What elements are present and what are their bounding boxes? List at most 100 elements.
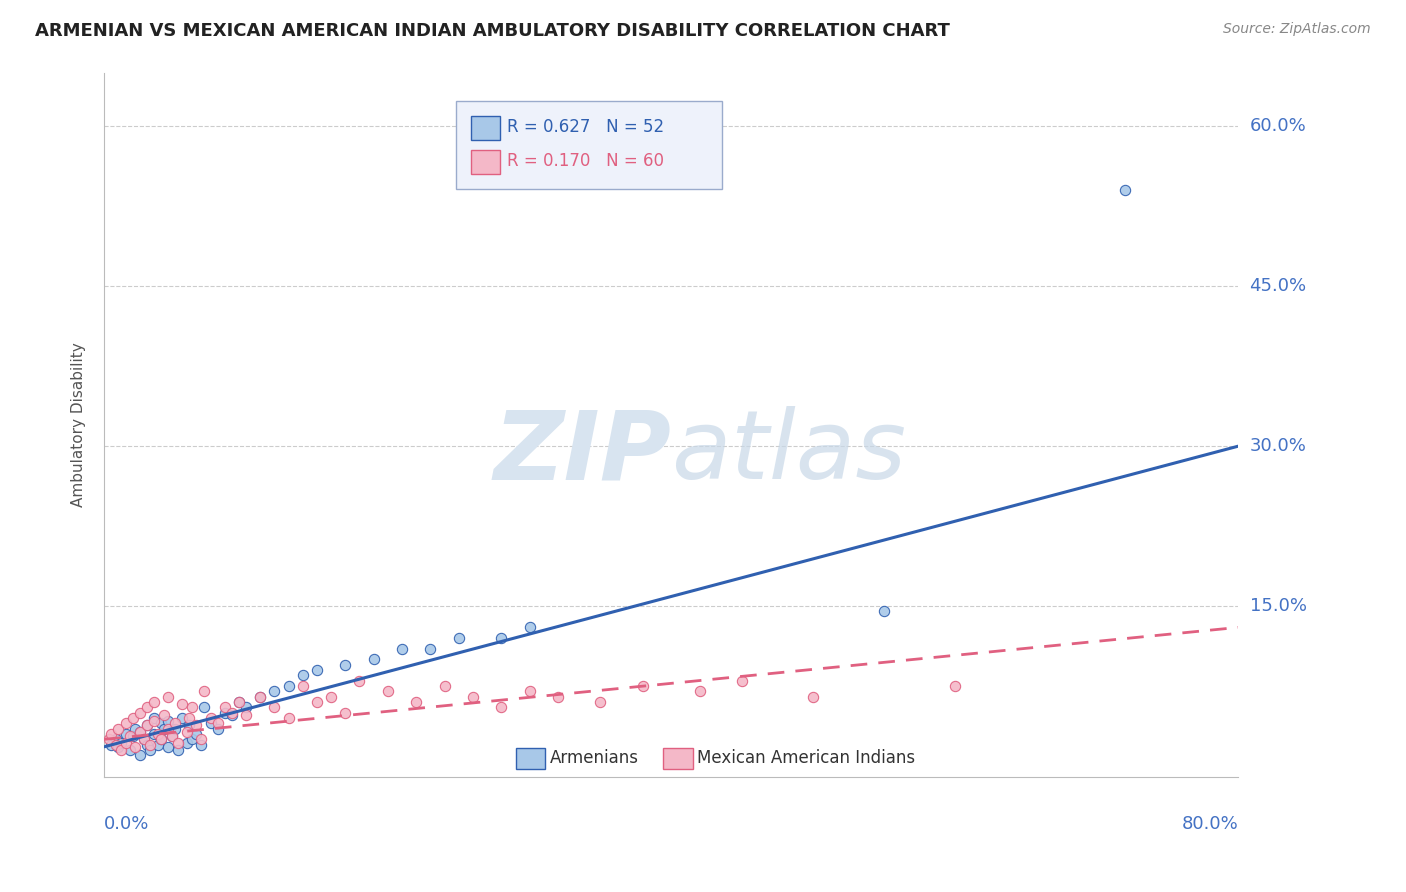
Point: [291, 679, 314, 693]
Text: Armenians: Armenians: [550, 749, 638, 767]
Point: [128, 724, 150, 739]
Point: [118, 729, 141, 743]
Point: [150, 716, 173, 731]
Point: [277, 711, 299, 725]
Point: [321, 690, 343, 704]
Text: 30.0%: 30.0%: [1250, 437, 1306, 455]
Point: [135, 718, 157, 732]
Point: [114, 735, 136, 749]
Point: [235, 700, 257, 714]
Point: [335, 706, 357, 720]
Point: [157, 690, 180, 704]
Point: [167, 735, 190, 749]
Point: [200, 711, 222, 725]
Point: [114, 727, 136, 741]
Point: [121, 729, 143, 743]
Point: [110, 743, 132, 757]
Point: [128, 748, 150, 763]
Point: [221, 707, 243, 722]
Point: [124, 739, 146, 754]
Point: [489, 700, 512, 714]
Point: [121, 711, 143, 725]
Point: [186, 718, 208, 732]
Point: [153, 707, 176, 722]
Point: [128, 706, 150, 720]
Point: [249, 690, 271, 704]
Point: [363, 652, 385, 666]
Point: [873, 604, 896, 618]
Point: [405, 695, 427, 709]
FancyBboxPatch shape: [471, 116, 501, 140]
Point: [377, 684, 399, 698]
Point: [150, 732, 173, 747]
Point: [193, 700, 215, 714]
Point: [207, 722, 229, 736]
Point: [519, 684, 541, 698]
Point: [433, 679, 456, 693]
Point: [943, 679, 966, 693]
FancyBboxPatch shape: [456, 101, 723, 189]
Point: [801, 690, 824, 704]
Point: [305, 663, 328, 677]
Point: [142, 711, 165, 725]
Point: [235, 707, 257, 722]
Point: [291, 668, 314, 682]
Point: [179, 711, 201, 725]
Point: [519, 620, 541, 634]
Point: [146, 738, 169, 752]
Text: Source: ZipAtlas.com: Source: ZipAtlas.com: [1223, 22, 1371, 37]
Point: [97, 732, 120, 747]
Point: [150, 732, 173, 747]
Point: [100, 738, 122, 752]
Point: [128, 724, 150, 739]
Text: R = 0.627   N = 52: R = 0.627 N = 52: [508, 118, 664, 136]
Point: [689, 684, 711, 698]
Text: ARMENIAN VS MEXICAN AMERICAN INDIAN AMBULATORY DISABILITY CORRELATION CHART: ARMENIAN VS MEXICAN AMERICAN INDIAN AMBU…: [35, 22, 950, 40]
Point: [132, 732, 155, 747]
Point: [135, 738, 157, 752]
Point: [135, 718, 157, 732]
Text: R = 0.170   N = 60: R = 0.170 N = 60: [508, 152, 664, 170]
Point: [335, 657, 357, 672]
Point: [162, 729, 184, 743]
Point: [589, 695, 612, 709]
Point: [447, 631, 470, 645]
Point: [172, 697, 194, 711]
Text: 60.0%: 60.0%: [1250, 117, 1306, 136]
Point: [489, 631, 512, 645]
Point: [190, 738, 212, 752]
Point: [349, 673, 371, 688]
Point: [107, 739, 129, 754]
Point: [179, 718, 201, 732]
Point: [193, 684, 215, 698]
Text: Mexican American Indians: Mexican American Indians: [697, 749, 915, 767]
Point: [547, 690, 569, 704]
Text: 0.0%: 0.0%: [104, 815, 149, 833]
Point: [138, 743, 160, 757]
Point: [249, 690, 271, 704]
Point: [124, 722, 146, 736]
FancyBboxPatch shape: [471, 150, 501, 174]
Point: [135, 700, 157, 714]
Point: [731, 673, 754, 688]
Point: [157, 722, 180, 736]
Point: [228, 695, 250, 709]
Point: [207, 716, 229, 731]
Point: [146, 727, 169, 741]
Point: [176, 724, 198, 739]
Point: [142, 714, 165, 729]
Point: [1114, 183, 1136, 197]
FancyBboxPatch shape: [664, 747, 693, 769]
Point: [214, 700, 236, 714]
Point: [200, 716, 222, 731]
Text: ZIP: ZIP: [494, 407, 671, 500]
Point: [157, 714, 180, 729]
Text: atlas: atlas: [671, 407, 907, 500]
Point: [221, 706, 243, 720]
Point: [132, 732, 155, 747]
Point: [107, 722, 129, 736]
Point: [263, 684, 285, 698]
Point: [181, 732, 204, 747]
Point: [142, 727, 165, 741]
Point: [100, 727, 122, 741]
